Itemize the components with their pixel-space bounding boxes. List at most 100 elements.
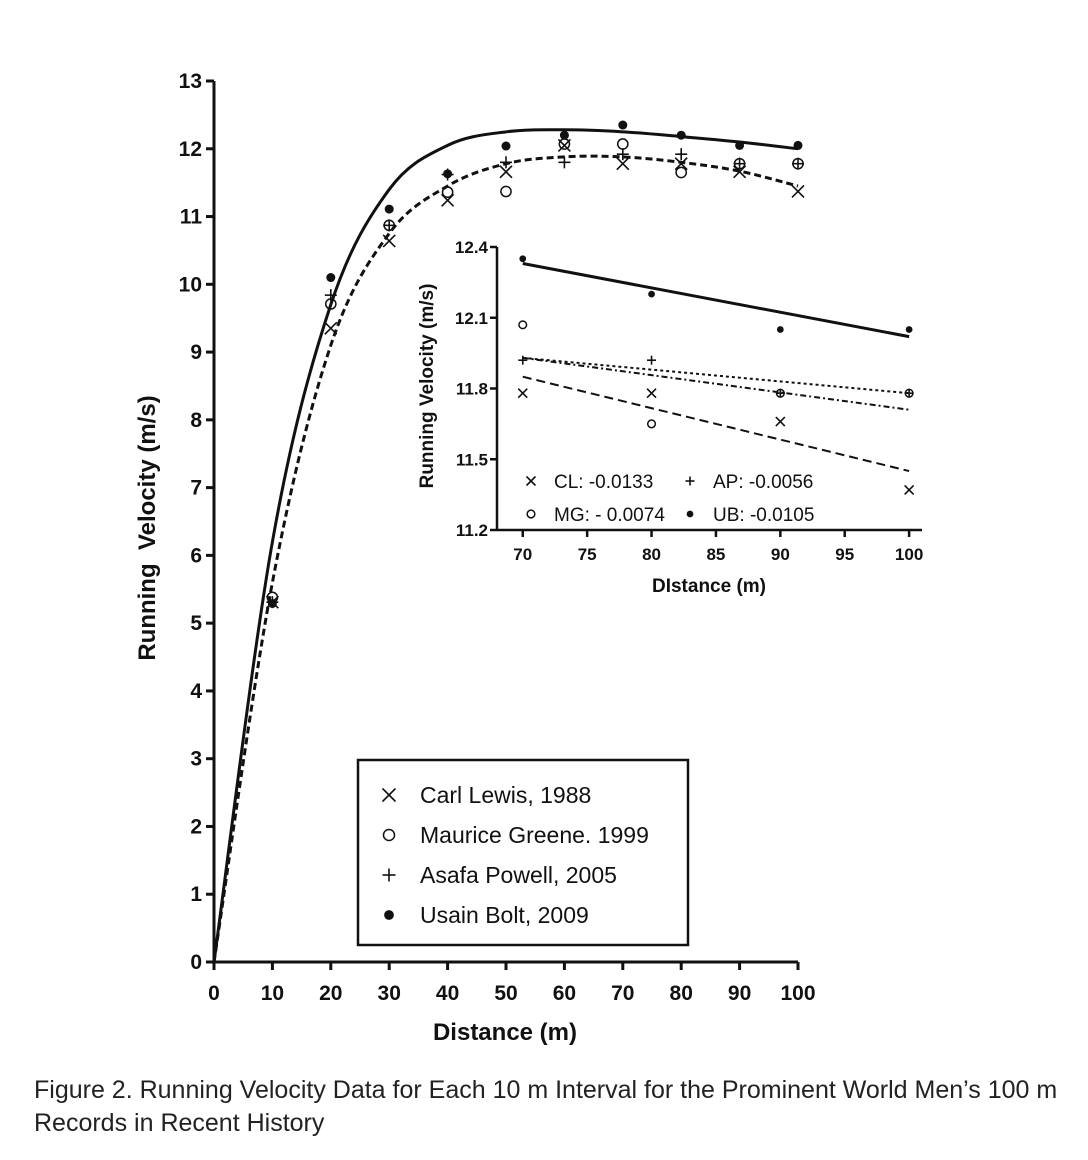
inset-chart: 11.2 11.5 11.8 12.1 12.4 70 75 80 85 90 95 100 CL: …	[417, 228, 936, 618]
inset-axes: 11.2 11.5 11.8 12.1 12.4 70 75 80 85 90 95 100	[455, 238, 923, 564]
inset-point-dot	[905, 326, 913, 333]
main-x-tick-label: 80	[670, 982, 693, 1005]
inset-y-tick-label: 12.4	[455, 238, 489, 257]
data-point-circle-shape	[675, 166, 688, 179]
main-x-tick-label: 0	[208, 982, 220, 1005]
data-point-dot-shape	[676, 130, 686, 140]
inset-point-circle	[518, 320, 528, 330]
inset-x-tick-label: 80	[642, 545, 661, 564]
data-point-dot	[326, 273, 336, 283]
inset-x-tick-label: 75	[578, 545, 597, 564]
inset-data-points	[517, 255, 915, 495]
data-point-dot-shape	[443, 169, 453, 179]
main-data-points	[265, 120, 805, 609]
legend-marker-circle-shape	[382, 828, 396, 842]
data-point-x	[616, 157, 630, 171]
inset-fit-line-ub	[522, 262, 910, 339]
inset-point-dot-shape	[519, 255, 527, 263]
main-x-tick-label: 50	[494, 982, 517, 1005]
data-point-circle	[675, 166, 688, 179]
data-point-dot	[384, 204, 394, 214]
main-x-tick-label: 70	[611, 982, 634, 1005]
data-point-dot-shape	[501, 141, 511, 151]
inset-fit-line-mg	[522, 356, 910, 411]
inset-x-axis-title: DIstance (m)	[652, 576, 766, 597]
inset-point-plus	[904, 388, 914, 398]
data-point-plus	[324, 289, 337, 302]
inset-fitted-lines	[522, 262, 910, 473]
legend-box	[356, 758, 690, 947]
main-y-axis-title: Running Velocity (m/s)	[134, 395, 161, 660]
data-point-circle-shape	[616, 138, 629, 150]
main-x-tick-label: 10	[261, 982, 284, 1005]
data-point-dot-shape	[559, 130, 569, 140]
main-y-tick-label: 6	[190, 544, 202, 567]
inset-legend-marker-x	[525, 475, 537, 487]
data-point-x-stroke	[616, 157, 630, 171]
inset-point-circle-shape	[646, 419, 657, 429]
inset-y-tick-label: 11.2	[456, 521, 488, 540]
main-y-tick-label: 2	[190, 815, 202, 838]
data-point-dot	[793, 140, 803, 150]
data-point-x	[791, 184, 805, 199]
inset-slope-legend: CL: -0.0133 MG: - 0.0074 AP: -0.0056 UB: -0…	[525, 472, 814, 526]
inset-slope-label: CL: -0.0133	[554, 472, 653, 493]
main-y-tick-label: 9	[190, 341, 202, 364]
legend-marker-plus	[382, 868, 396, 882]
inset-x-tick-label: 85	[706, 545, 725, 564]
data-point-dot	[735, 140, 745, 150]
inset-y-tick-label: 11.8	[456, 380, 488, 399]
data-point-plus	[675, 148, 688, 161]
data-point-circle	[441, 186, 454, 198]
data-point-circle	[500, 185, 512, 198]
main-x-tick-label: 90	[728, 982, 751, 1005]
main-y-tick-label: 12	[179, 138, 202, 161]
inset-legend-marker-circle	[526, 509, 536, 519]
main-y-tick-label: 8	[190, 409, 202, 432]
inset-legend-marker-circle-shape	[526, 509, 536, 519]
main-x-tick-label: 60	[553, 982, 576, 1005]
inset-point-dot-shape	[905, 326, 913, 333]
inset-point-plus	[518, 355, 528, 365]
inset-legend-marker-dot	[686, 510, 694, 518]
data-point-x	[674, 157, 688, 171]
inset-point-plus	[647, 355, 657, 365]
inset-point-dot-shape	[648, 290, 655, 298]
data-point-dot-shape	[384, 204, 394, 214]
inset-point-x-stroke	[775, 416, 786, 427]
legend-label: Usain Bolt, 2009	[420, 902, 589, 928]
inset-fit-line-ap	[522, 356, 910, 395]
inset-y-tick-label: 12.1	[455, 309, 488, 328]
data-point-dot-shape	[326, 273, 336, 283]
inset-fit-line-cl	[522, 375, 910, 473]
data-point-dot-shape	[735, 140, 745, 150]
data-point-x-stroke	[791, 184, 805, 199]
main-x-tick-label: 30	[378, 982, 401, 1005]
inset-point-circle-shape	[518, 320, 528, 330]
inset-point-x	[646, 388, 657, 399]
legend-marker-dot	[384, 910, 394, 920]
inset-point-x-stroke	[646, 388, 657, 399]
inset-point-dot	[648, 290, 655, 298]
main-y-tick-label: 5	[190, 612, 202, 635]
data-point-circle-shape	[500, 185, 512, 198]
data-point-x-stroke	[499, 165, 513, 179]
main-x-axis-title: Distance (m)	[433, 1019, 577, 1046]
inset-x-tick-label: 70	[513, 545, 532, 564]
data-point-plus	[733, 157, 746, 170]
inset-legend-marker-plus	[685, 476, 695, 486]
legend-label: Carl Lewis, 1988	[420, 782, 591, 808]
inset-slope-label: MG: - 0.0074	[554, 505, 665, 526]
data-point-x	[324, 321, 338, 335]
data-point-plus	[792, 157, 804, 170]
inset-slope-label: UB: -0.0105	[713, 505, 814, 526]
data-point-x	[499, 165, 513, 179]
main-y-tick-label: 1	[190, 883, 202, 906]
legend-marker-dot-shape	[384, 910, 394, 920]
inset-point-dot	[519, 255, 527, 263]
data-point-x-stroke	[324, 321, 338, 335]
data-point-plus	[500, 156, 512, 169]
main-y-tick-label: 3	[190, 748, 202, 771]
